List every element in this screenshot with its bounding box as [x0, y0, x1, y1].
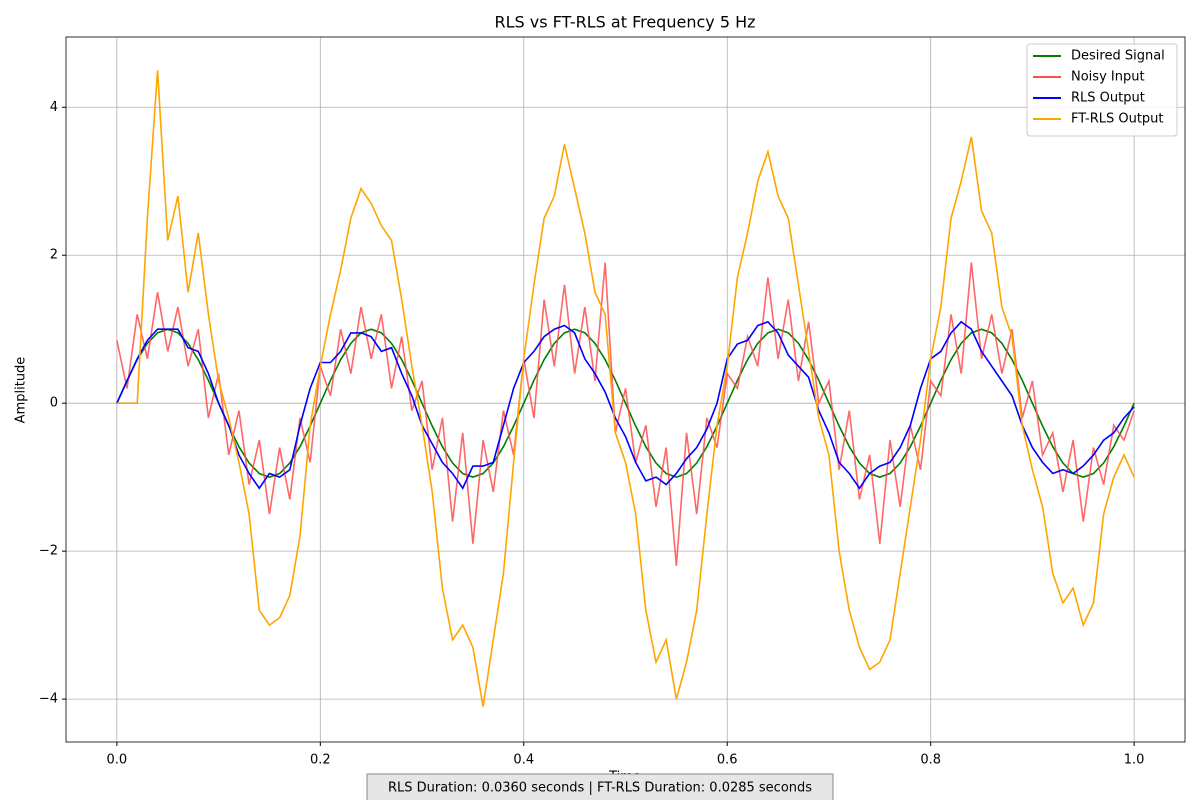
- series-line: [116, 262, 1135, 566]
- series-line: [116, 70, 1135, 707]
- x-tick-label: 0.4: [513, 753, 534, 768]
- y-tick-label: 4: [50, 100, 58, 115]
- x-tick-label: 1.0: [1124, 753, 1145, 768]
- x-tick-label: 0.6: [717, 753, 738, 768]
- y-tick-label: 2: [50, 248, 58, 263]
- x-tick-label: 0.0: [107, 753, 128, 768]
- legend-label: RLS Output: [1071, 91, 1145, 106]
- y-axis-label: Amplitude: [14, 357, 29, 424]
- legend: Desired Signal Noisy Input RLS Output FT-RL…: [1026, 43, 1178, 137]
- annotation: RLS Duration: 0.0360 seconds | FT-RLS Du…: [388, 781, 812, 796]
- legend-box: [1026, 43, 1178, 137]
- x-tick-label: 0.2: [310, 753, 331, 768]
- x-tick-label: 0.8: [920, 753, 941, 768]
- chart-title: RLS vs FT-RLS at Frequency 5 Hz: [494, 13, 755, 32]
- axes-frame: [65, 36, 1186, 743]
- series-line: [116, 320, 1135, 490]
- legend-label: Desired Signal: [1071, 49, 1165, 64]
- annotation-box: [366, 773, 834, 800]
- legend-label: Noisy Input: [1071, 70, 1145, 85]
- y-tick-label: −2: [39, 544, 58, 559]
- y-tick-label: 0: [50, 396, 58, 411]
- y-tick-label: −4: [39, 692, 58, 707]
- plot-area: 0.0 0.2 0.4 0.6 0.8 1.0 −4 −2 0 2 4 Desired Signal N…: [39, 36, 1186, 768]
- legend-label: FT-RLS Output: [1071, 112, 1164, 127]
